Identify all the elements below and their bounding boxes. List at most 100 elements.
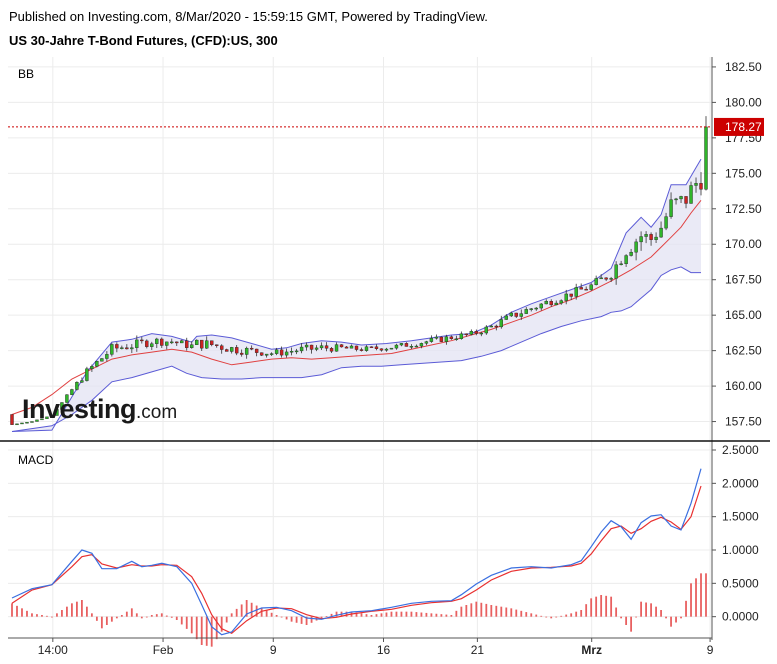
macd-hist-bar	[56, 613, 58, 617]
macd-hist-bar	[16, 605, 18, 617]
candle-body	[449, 336, 454, 339]
candle-body	[105, 354, 109, 359]
macd-hist-bar	[26, 610, 28, 617]
macd-hist-bar	[405, 611, 408, 617]
macd-hist-bar	[125, 611, 128, 617]
macd-hist-bar	[680, 616, 682, 619]
macd-hist-bar	[370, 615, 373, 617]
candle-body	[659, 227, 663, 238]
macd-hist-bar	[550, 616, 553, 619]
candle-body	[379, 348, 384, 351]
candle-body	[559, 300, 563, 304]
macd-hist-bar	[175, 616, 178, 620]
macd-hist-bar	[635, 616, 638, 618]
macd-hist-bar	[305, 616, 308, 625]
macd-hist-bar	[525, 612, 528, 617]
macd-hist-bar	[570, 613, 573, 617]
macd-hist-bar	[290, 616, 293, 622]
candle-body	[354, 345, 359, 350]
macd-tick-label: 0.0000	[722, 610, 759, 624]
macd-hist-bar	[170, 616, 173, 618]
macd-hist-bar	[480, 602, 483, 617]
macd-hist-bar	[265, 610, 268, 617]
candle-body	[564, 293, 568, 301]
candle-body	[704, 126, 708, 190]
candle-body	[35, 419, 39, 422]
candle-body	[469, 331, 474, 335]
candle-body	[264, 353, 269, 356]
macd-hist-bar	[36, 614, 38, 617]
bb-indicator-label: BB	[18, 67, 34, 81]
candle-body	[299, 346, 304, 352]
candle-body	[649, 234, 653, 240]
candle-body	[669, 199, 673, 217]
candle-body	[474, 331, 479, 334]
candle-body	[40, 418, 44, 421]
candle-body	[309, 344, 314, 350]
macd-hist-bar	[620, 616, 623, 619]
candle-body	[589, 284, 593, 290]
macd-hist-bar	[540, 615, 543, 617]
candle-body	[454, 338, 459, 340]
candle-body	[324, 345, 329, 349]
macd-hist-bar	[555, 616, 558, 618]
date-tick-label: Feb	[153, 643, 174, 657]
candle-body	[434, 336, 439, 339]
macd-hist-bar	[31, 613, 33, 617]
candle-body	[130, 347, 134, 350]
candle-body	[584, 288, 588, 291]
macd-hist-bar	[395, 611, 398, 617]
price-tick-label: 157.50	[725, 415, 762, 429]
price-tick-label: 170.00	[725, 237, 762, 251]
candle-body	[524, 309, 528, 314]
macd-hist-bar	[135, 613, 138, 617]
candle-body	[574, 287, 578, 297]
macd-hist-bar	[605, 595, 608, 617]
macd-hist-bar	[610, 596, 613, 617]
macd-hist-bar	[255, 605, 258, 617]
macd-hist-bar	[375, 614, 378, 617]
candle-body	[529, 308, 533, 310]
candle-body	[654, 236, 658, 240]
macd-hist-bar	[71, 603, 73, 617]
candle-body	[249, 347, 254, 350]
date-tick-label: Mrz	[581, 643, 602, 657]
published-line: Published on Investing.com, 8/Mar/2020 -…	[9, 9, 488, 24]
macd-hist-bar	[330, 613, 333, 617]
macd-hist-bar	[225, 616, 228, 623]
candle-body	[369, 346, 374, 348]
macd-hist-bar	[335, 611, 338, 617]
bollinger-lower-band	[11, 266, 701, 432]
price-tick-label: 160.00	[725, 379, 762, 393]
macd-hist-bar	[450, 615, 453, 617]
candle-body	[484, 326, 489, 334]
candle-body	[684, 196, 688, 204]
candle-body	[389, 347, 394, 350]
candle-body	[614, 264, 618, 279]
macd-hist-bar	[320, 616, 323, 619]
candle-body	[100, 358, 104, 362]
candle-body	[594, 278, 598, 285]
macd-hist-bar	[235, 608, 238, 617]
candle-body	[549, 301, 553, 306]
candle-body	[65, 394, 69, 403]
candle-body	[494, 325, 499, 328]
macd-hist-bar	[630, 616, 633, 632]
macd-hist-bar	[495, 605, 498, 617]
macd-hist-bar	[560, 615, 563, 617]
candle-body	[239, 352, 244, 355]
macd-signal-line	[11, 485, 702, 635]
macd-hist-bar	[105, 616, 108, 625]
candle-body	[55, 409, 59, 416]
macd-hist-bar	[575, 611, 578, 617]
macd-hist-bar	[390, 611, 393, 617]
macd-hist-bar	[325, 616, 328, 617]
candle-body	[579, 287, 583, 290]
candle-body	[170, 341, 174, 344]
macd-hist-bar	[445, 614, 448, 617]
macd-hist-bar	[205, 616, 208, 646]
candle-body	[234, 347, 239, 354]
candle-body	[274, 349, 279, 354]
macd-hist-bar	[510, 608, 513, 617]
